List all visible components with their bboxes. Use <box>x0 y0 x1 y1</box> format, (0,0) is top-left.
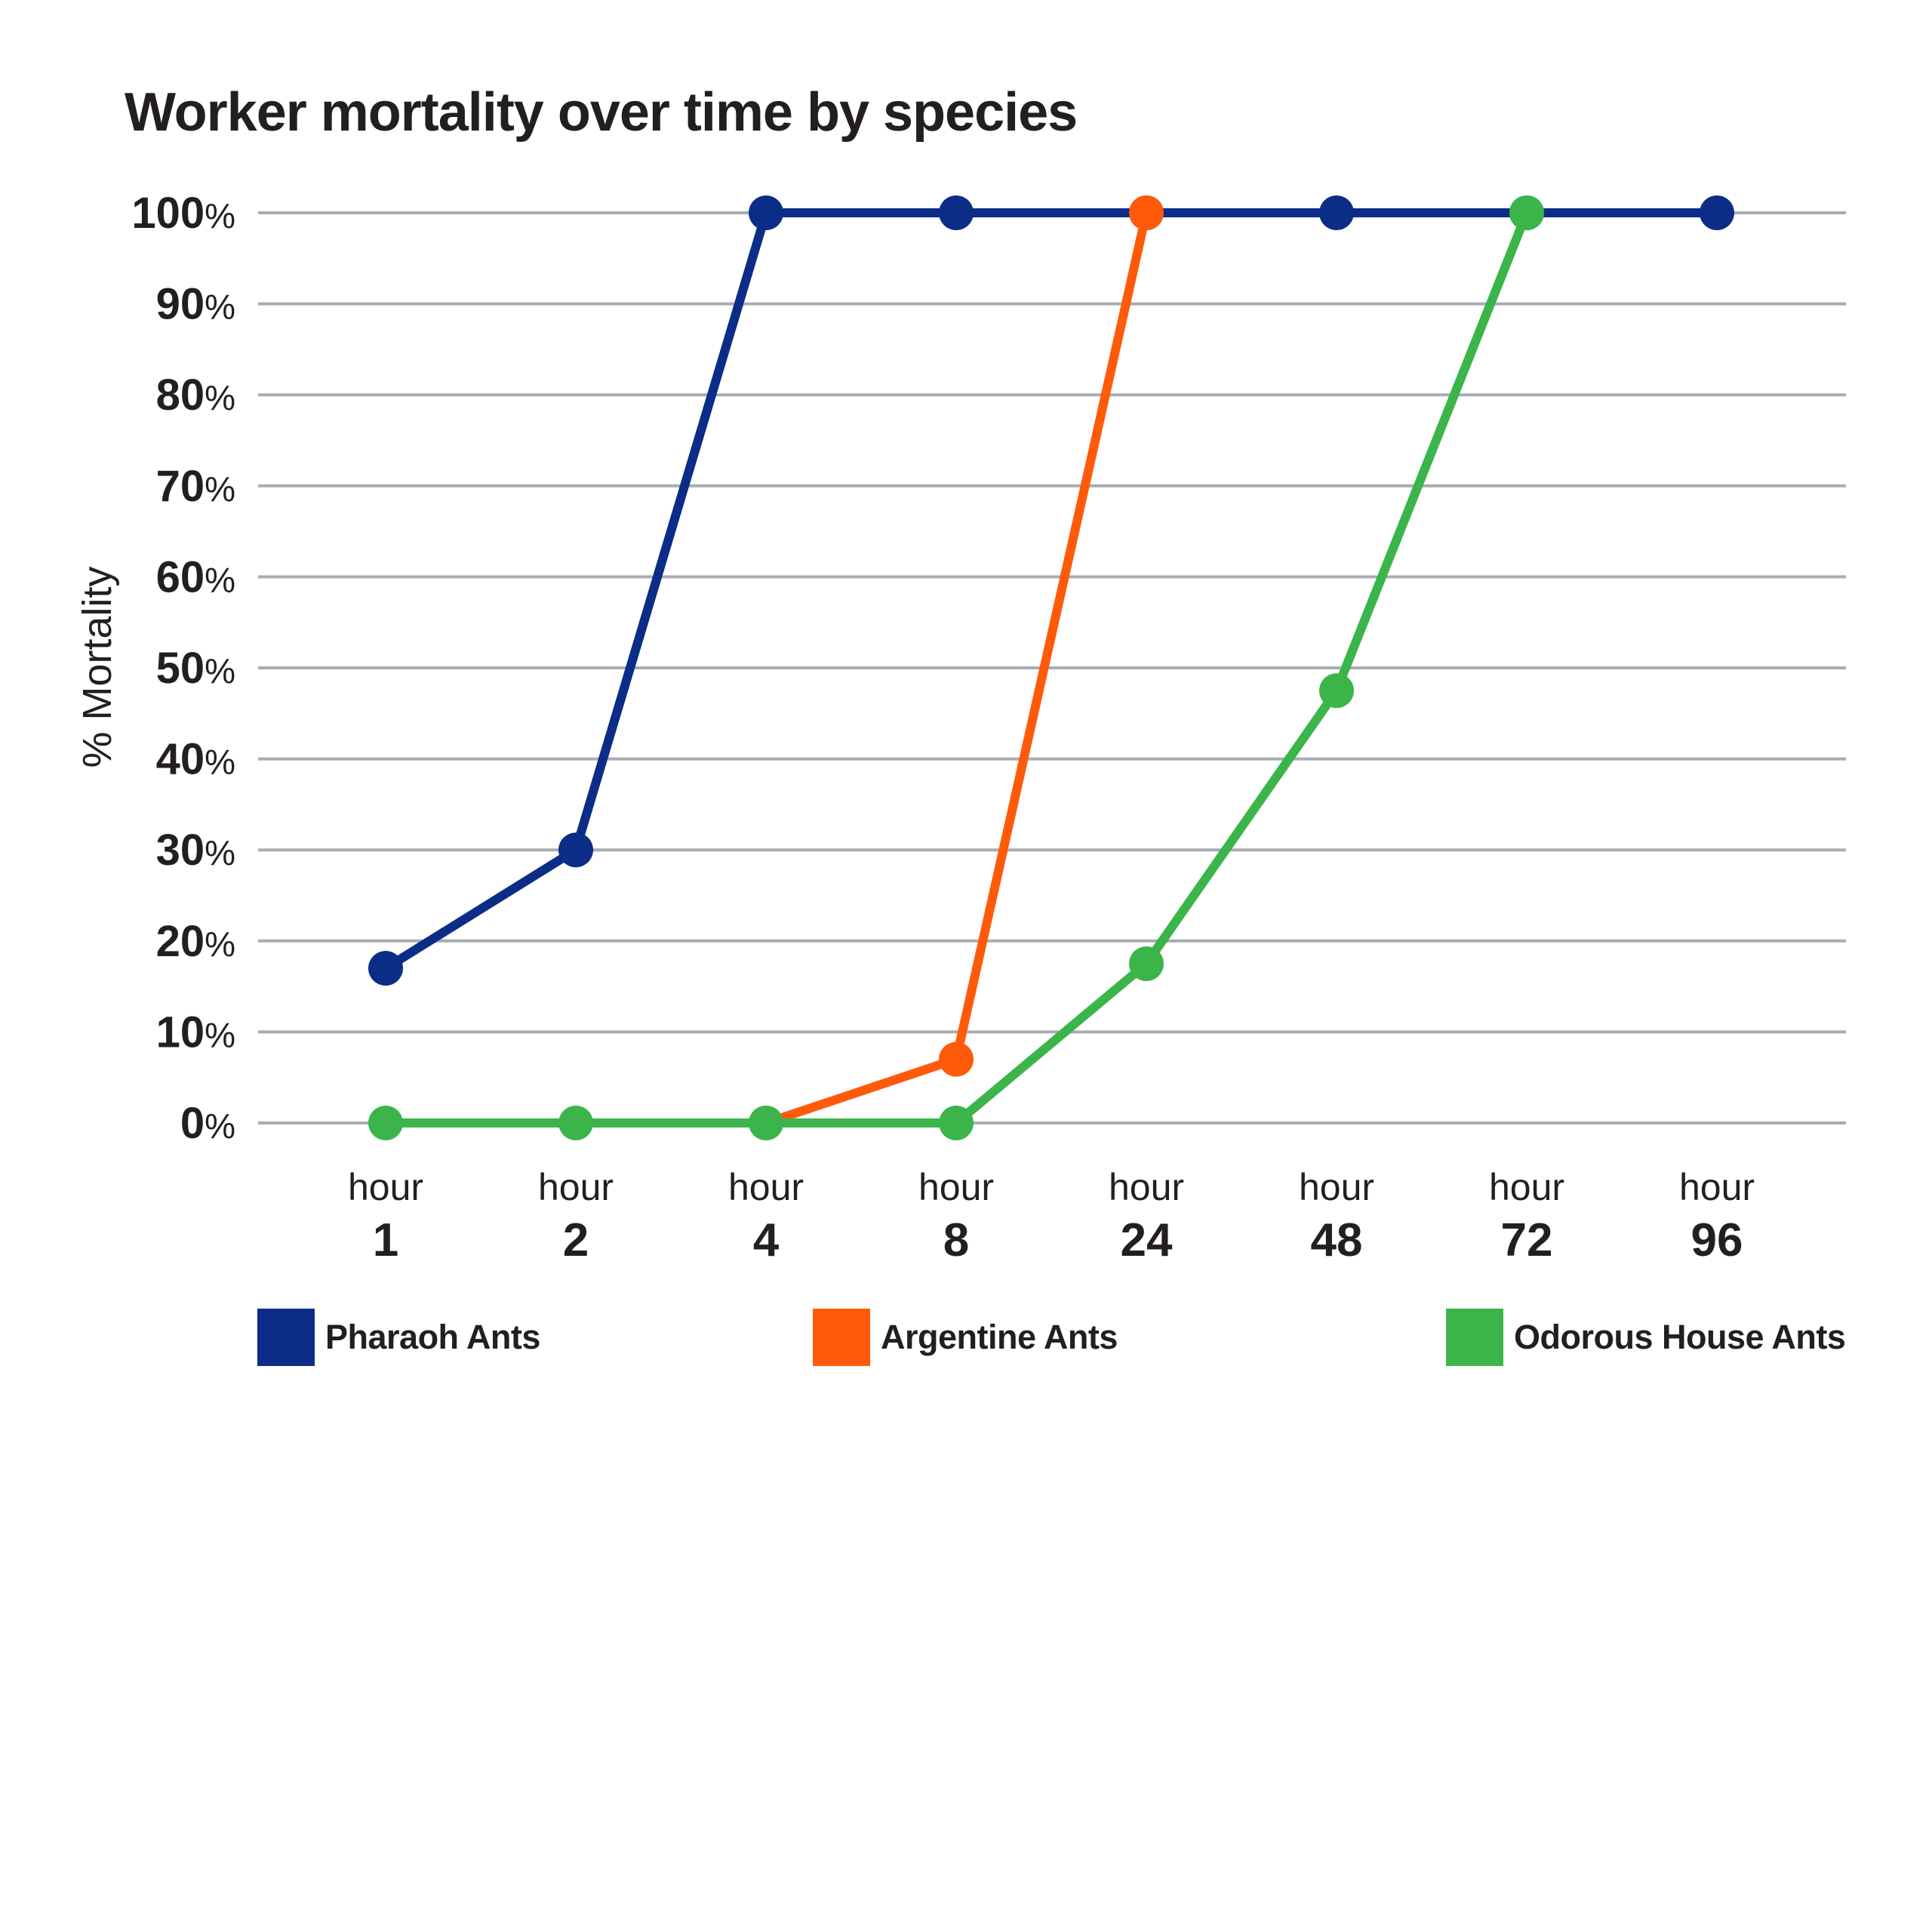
y-tick-label-0: 0% <box>180 1099 235 1148</box>
data-point-argentine-ants-8 <box>939 1041 974 1077</box>
chart-title: Worker mortality over time by species <box>125 82 1078 143</box>
series-line-pharaoh-ants <box>381 208 1721 973</box>
x-tick-1: hour 1 <box>348 1166 423 1266</box>
legend-swatch-odorous-house-ants <box>1446 1309 1503 1366</box>
x-tick-label-top: hour <box>1679 1166 1755 1208</box>
legend-item-argentine-ants: Argentine Ants <box>813 1309 1118 1366</box>
data-point-pharaoh-ants-4 <box>749 195 783 230</box>
x-tick-8: hour 8 <box>918 1166 994 1266</box>
data-point-odorous-house-ants-4 <box>749 1106 783 1140</box>
legend-label-pharaoh-ants: Pharaoh Ants <box>325 1318 540 1356</box>
x-tick-48: hour 48 <box>1299 1166 1374 1266</box>
x-tick-96: hour 96 <box>1679 1166 1755 1266</box>
data-point-odorous-house-ants-8 <box>939 1106 974 1140</box>
x-tick-label-top: hour <box>1299 1166 1374 1208</box>
y-tick-label-10: 10% <box>156 1008 235 1057</box>
x-tick-label-bottom: 2 <box>563 1214 589 1266</box>
series-pharaoh-ants <box>368 195 1734 986</box>
x-tick-label-bottom: 4 <box>753 1214 780 1266</box>
legend-item-odorous-house-ants: Odorous House Ants <box>1446 1309 1846 1366</box>
data-point-pharaoh-ants-1 <box>368 950 403 986</box>
x-tick-label-bottom: 8 <box>943 1214 969 1266</box>
series-odorous-house-ants <box>368 195 1544 1140</box>
x-tick-label-bottom: 48 <box>1311 1214 1363 1266</box>
y-tick-label-30: 30% <box>156 826 235 875</box>
x-tick-24: hour 24 <box>1109 1166 1184 1266</box>
y-tick-label-80: 80% <box>156 371 235 420</box>
x-tick-label-bottom: 96 <box>1691 1214 1743 1266</box>
data-point-argentine-ants-24 <box>1129 195 1164 230</box>
x-tick-label-top: hour <box>1489 1166 1564 1208</box>
data-point-odorous-house-ants-72 <box>1509 195 1544 230</box>
data-point-pharaoh-ants-8 <box>939 195 974 230</box>
legend-swatch-pharaoh-ants <box>257 1309 315 1366</box>
x-axis-ticks: hour1hour2hour4hour8hour24hour48hour72ho… <box>348 1166 1755 1266</box>
x-tick-4: hour 4 <box>728 1166 804 1266</box>
data-point-odorous-house-ants-2 <box>558 1106 593 1140</box>
x-tick-label-top: hour <box>918 1166 994 1208</box>
y-tick-label-70: 70% <box>156 462 235 511</box>
data-point-odorous-house-ants-48 <box>1319 673 1354 709</box>
data-point-odorous-house-ants-1 <box>368 1106 403 1140</box>
x-tick-label-top: hour <box>1109 1166 1184 1208</box>
x-tick-label-bottom: 72 <box>1501 1214 1553 1266</box>
legend-label-odorous-house-ants: Odorous House Ants <box>1514 1318 1846 1356</box>
legend-item-pharaoh-ants: Pharaoh Ants <box>257 1309 540 1366</box>
y-tick-label-60: 60% <box>156 552 235 601</box>
legend-swatch-argentine-ants <box>813 1309 870 1366</box>
data-point-pharaoh-ants-2 <box>558 832 593 868</box>
x-tick-72: hour 72 <box>1489 1166 1564 1266</box>
x-tick-label-bottom: 1 <box>373 1214 398 1266</box>
x-tick-label-bottom: 24 <box>1121 1214 1173 1266</box>
data-point-pharaoh-ants-48 <box>1319 195 1354 230</box>
y-axis-ticks: 100% 90% 80% 70% 60% 50% 40% 30% 20% 10% 0% <box>131 189 235 1148</box>
y-tick-label-20: 20% <box>156 917 235 966</box>
series-lines <box>368 195 1734 1140</box>
data-point-pharaoh-ants-96 <box>1700 195 1734 230</box>
y-tick-label-90: 90% <box>156 280 235 329</box>
y-tick-label-100: 100% <box>131 189 235 238</box>
legend-label-argentine-ants: Argentine Ants <box>881 1318 1118 1356</box>
x-tick-label-top: hour <box>728 1166 804 1208</box>
y-tick-label-50: 50% <box>156 644 235 693</box>
x-tick-label-top: hour <box>348 1166 423 1208</box>
y-tick-label-40: 40% <box>156 735 235 784</box>
x-tick-label-top: hour <box>538 1166 614 1208</box>
data-point-odorous-house-ants-24 <box>1129 946 1164 981</box>
x-tick-2: hour 2 <box>538 1166 614 1266</box>
gridlines <box>258 211 1846 1124</box>
y-axis-label: % Mortality <box>75 566 120 768</box>
